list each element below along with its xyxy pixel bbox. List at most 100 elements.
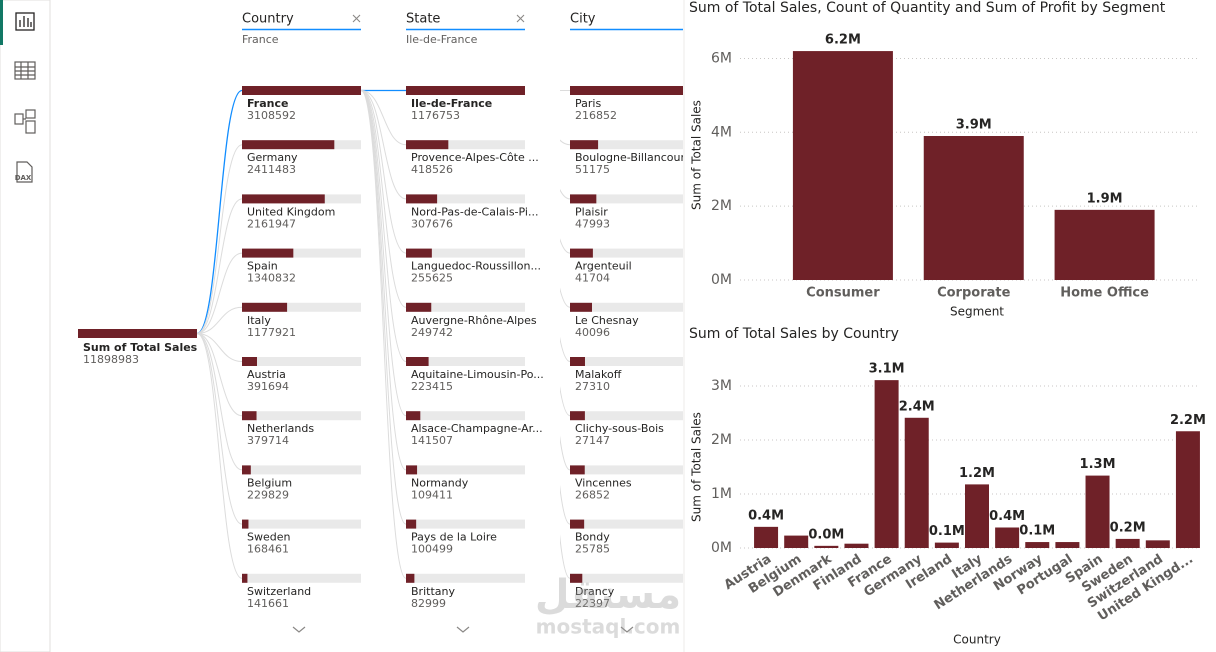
bar[interactable] <box>754 526 779 548</box>
bar[interactable] <box>1054 209 1155 280</box>
bar[interactable] <box>1145 540 1170 548</box>
bar-track <box>406 357 525 366</box>
level-header[interactable]: State <box>406 12 440 27</box>
node-name[interactable]: Argenteuil <box>575 260 632 273</box>
x-tick-label: Corporate <box>937 286 1011 301</box>
node-name[interactable]: Nord-Pas-de-Calais-Pi... <box>411 205 538 218</box>
node-name[interactable]: Italy <box>247 314 271 327</box>
node-name[interactable]: Languedoc-Roussillon... <box>411 260 541 273</box>
node-bar[interactable] <box>570 357 585 366</box>
node-bar[interactable] <box>242 302 288 312</box>
node-bar[interactable] <box>570 573 583 583</box>
node-bar[interactable] <box>570 465 585 475</box>
node-name[interactable]: Auvergne-Rhône-Alpes <box>411 314 537 327</box>
expand-chevron[interactable] <box>292 626 306 633</box>
node-name[interactable]: France <box>247 97 288 110</box>
bar[interactable] <box>965 484 989 548</box>
node-name[interactable]: Normandy <box>411 476 469 489</box>
sidebar: DAX <box>0 0 51 652</box>
node-name[interactable]: Plaisir <box>575 205 608 218</box>
node-bar[interactable] <box>406 357 429 366</box>
node-bar[interactable] <box>406 194 438 204</box>
node-bar[interactable] <box>570 411 585 421</box>
node-name[interactable]: Alsace-Champagne-Ar... <box>411 422 543 435</box>
node-name[interactable]: Provence-Alpes-Côte ... <box>411 151 539 164</box>
node-name[interactable]: Austria <box>247 368 286 381</box>
node-bar[interactable] <box>570 302 593 312</box>
node-bar[interactable] <box>242 357 257 366</box>
connector <box>560 237 571 254</box>
table-view-icon[interactable] <box>14 61 36 80</box>
bar[interactable] <box>784 535 809 548</box>
node-name[interactable]: Brittany <box>411 585 455 598</box>
bar[interactable] <box>1055 542 1080 548</box>
data-label: 0.4M <box>748 508 784 523</box>
connector <box>560 287 571 308</box>
node-name[interactable]: Pays de la Loire <box>411 531 497 544</box>
dax-query-icon[interactable]: DAX <box>15 161 33 183</box>
node-name[interactable]: Paris <box>575 97 601 110</box>
level-header[interactable]: City <box>570 12 596 27</box>
bar[interactable] <box>904 417 929 548</box>
node-bar[interactable] <box>242 86 361 95</box>
bar[interactable] <box>814 545 839 548</box>
report-view-icon[interactable] <box>15 12 35 31</box>
node-bar[interactable] <box>242 573 248 583</box>
node-bar[interactable] <box>406 302 432 312</box>
node-name[interactable]: Spain <box>247 260 278 273</box>
connector <box>360 90 407 200</box>
bar[interactable] <box>934 542 959 548</box>
bar-track <box>570 140 683 150</box>
node-bar[interactable] <box>570 194 597 204</box>
node-name[interactable]: Netherlands <box>247 422 314 435</box>
remove-level-icon[interactable] <box>352 14 361 23</box>
node-bar[interactable] <box>242 140 335 150</box>
bar[interactable] <box>1085 475 1110 548</box>
node-name[interactable]: Drancy <box>575 585 615 598</box>
node-name[interactable]: United Kingdom <box>247 205 335 218</box>
model-view-icon[interactable] <box>14 109 36 134</box>
node-name[interactable]: Boulogne-Billancourt <box>575 151 690 164</box>
node-name[interactable]: Sweden <box>247 531 290 544</box>
node-bar[interactable] <box>242 411 257 421</box>
bar[interactable] <box>1175 431 1200 548</box>
node-name[interactable]: Ile-de-France <box>411 97 492 110</box>
bar[interactable] <box>995 527 1020 548</box>
node-name[interactable]: Le Chesnay <box>575 314 639 327</box>
node-bar[interactable] <box>570 248 593 258</box>
node-bar[interactable] <box>406 573 415 583</box>
node-name[interactable]: Clichy-sous-Bois <box>575 422 664 435</box>
bar[interactable] <box>1025 542 1050 548</box>
node-bar[interactable] <box>406 248 432 258</box>
node-name[interactable]: Aquitaine-Limousin-Po... <box>411 368 544 381</box>
root-bar[interactable] <box>78 329 197 338</box>
node-name[interactable]: Switzerland <box>247 585 311 598</box>
level-header[interactable]: Country <box>242 12 294 27</box>
node-bar[interactable] <box>242 248 294 258</box>
node-bar[interactable] <box>242 465 251 475</box>
node-bar[interactable] <box>406 465 418 475</box>
node-name[interactable]: Belgium <box>247 476 292 489</box>
node-bar[interactable] <box>406 411 421 421</box>
bar[interactable] <box>874 380 899 548</box>
node-name[interactable]: Malakoff <box>575 368 622 381</box>
node-name[interactable]: Vincennes <box>575 476 632 489</box>
node-bar[interactable] <box>242 194 325 204</box>
node-bar[interactable] <box>406 519 417 529</box>
node-bar[interactable] <box>406 140 449 150</box>
node-bar[interactable] <box>242 519 249 529</box>
node-bar[interactable] <box>570 140 599 150</box>
node-bar[interactable] <box>570 519 585 529</box>
node-name[interactable]: Germany <box>247 151 298 164</box>
bar[interactable] <box>844 543 869 548</box>
expand-chevron[interactable] <box>620 626 634 633</box>
remove-level-icon[interactable] <box>516 14 525 23</box>
bar[interactable] <box>792 51 893 281</box>
expand-chevron[interactable] <box>456 626 470 633</box>
bar[interactable] <box>923 136 1024 280</box>
node-name[interactable]: Bondy <box>575 531 610 544</box>
bar[interactable] <box>1115 538 1140 548</box>
node-bar[interactable] <box>570 86 689 95</box>
node-bar[interactable] <box>406 86 525 95</box>
